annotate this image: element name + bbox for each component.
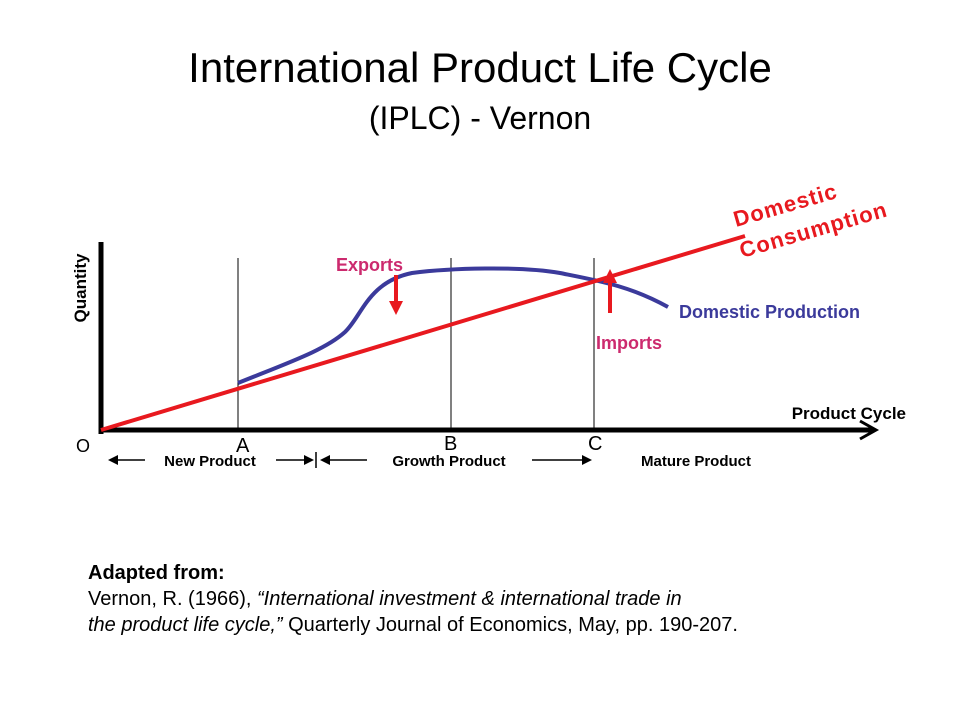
reference-heading: Adapted from: [88, 562, 225, 584]
reference-journal: Quarterly Journal of Economics, May, pp.… [282, 614, 738, 636]
reference-line-1: Vernon, R. (1966), “International invest… [88, 586, 738, 612]
page-title: International Product Life Cycle [188, 44, 772, 91]
page-subtitle: (IPLC) - Vernon [368, 100, 592, 136]
reference-line-2: the product life cycle,” Quarterly Journ… [88, 612, 738, 638]
y-axis-label: Quantity [71, 253, 90, 322]
x-axis-label: Product Cycle [792, 404, 906, 423]
imports-label: Imports [596, 333, 662, 353]
growth-product-label: Growth Product [392, 453, 505, 470]
point-a-label: A [236, 435, 250, 457]
point-c-label: C [588, 433, 602, 455]
exports-label: Exports [336, 255, 403, 275]
reference-author: Vernon, R. (1966), [88, 588, 257, 610]
reference-article-title-part1: “International investment & internationa… [256, 588, 682, 610]
origin-label: O [76, 436, 90, 456]
domestic-production-label: Domestic Production [679, 302, 860, 322]
new-product-label: New Product [164, 453, 256, 470]
reference-block: Adapted from: Vernon, R. (1966), “Intern… [88, 560, 738, 638]
x-axis-arrowhead [859, 419, 880, 441]
point-b-label: B [444, 433, 457, 455]
domestic-consumption-line [100, 234, 746, 432]
domestic-production-curve [237, 266, 669, 385]
reference-article-title-part2: the product life cycle,” [88, 614, 283, 636]
mature-product-label: Mature Product [641, 453, 751, 470]
